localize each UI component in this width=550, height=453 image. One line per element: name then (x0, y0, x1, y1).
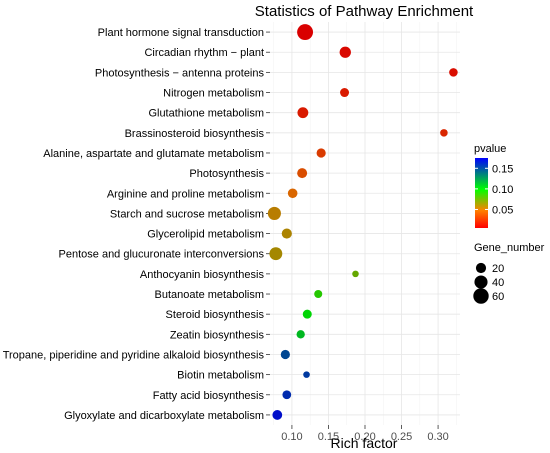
size-legend-label: 60 (492, 291, 504, 303)
pathway-point (352, 270, 359, 278)
pvalue-tick-label: 0.05 (492, 204, 513, 216)
x-axis-title: Rich factor (331, 435, 398, 451)
pathway-point (449, 68, 458, 77)
size-legend-label: 20 (492, 263, 504, 275)
pathway-point (303, 371, 310, 378)
gene-number-legend-title: Gene_number (474, 242, 545, 254)
x-tick-label: 0.20 (354, 431, 375, 443)
size-legend-dot (475, 262, 487, 274)
y-tick-label: Biotin metabolism (177, 370, 264, 382)
y-tick-label: Anthocyanin biosynthesis (140, 269, 265, 281)
pathway-point (302, 309, 312, 319)
y-tick-label: Plant hormone signal transduction (98, 27, 264, 39)
pathway-point (316, 148, 326, 158)
y-tick-label: Steroid biosynthesis (166, 309, 265, 321)
pathway-point (296, 330, 305, 339)
pathway-point (272, 410, 283, 420)
y-tick-label: Tropane, piperidine and pyridine alkaloi… (3, 349, 265, 361)
pvalue-legend: pvalue 0.15 0.10 0.05 (474, 143, 513, 228)
y-tick-label: Photosynthesis − antenna proteins (95, 67, 265, 79)
y-tick-label: Alanine, aspartate and glutamate metabol… (43, 148, 264, 160)
pathway-point (297, 168, 308, 179)
size-legend-dot (474, 275, 488, 289)
pathway-point (339, 46, 351, 58)
pathway-point (281, 228, 292, 239)
pathway-point (287, 188, 298, 199)
y-tick-label: Nitrogen metabolism (163, 88, 264, 100)
pathway-point (340, 88, 350, 98)
pathway-point (267, 206, 281, 220)
pvalue-colorbar (475, 158, 488, 228)
x-tick-label: 0.30 (427, 431, 448, 443)
x-axis: 0.10 0.15 0.20 0.25 0.30 (281, 425, 449, 443)
y-tick-label: Glutathione metabolism (148, 108, 264, 120)
pvalue-tick-label: 0.10 (492, 184, 513, 196)
x-tick-label: 0.15 (318, 431, 339, 443)
y-axis: Plant hormone signal transduction Circadi… (3, 27, 270, 422)
pvalue-tick-label: 0.15 (492, 163, 513, 175)
x-tick-label: 0.25 (391, 431, 412, 443)
y-tick-label: Arginine and proline metabolism (107, 188, 264, 200)
points (267, 24, 458, 420)
y-tick-label: Butanoate metabolism (155, 289, 264, 301)
y-tick-label: Circadian rhythm − plant (144, 47, 264, 59)
gene-number-legend: Gene_number 20 40 60 (473, 242, 545, 304)
pathway-point (269, 247, 283, 261)
pathway-point (297, 107, 309, 119)
pathway-point (314, 289, 323, 299)
pathway-point (280, 349, 290, 360)
pathway-point (282, 390, 292, 400)
pvalue-legend-title: pvalue (474, 143, 506, 155)
y-tick-label: Glycerolipid metabolism (147, 229, 264, 241)
y-tick-label: Glyoxylate and dicarboxylate metabolism (64, 410, 264, 422)
y-tick-label: Zeatin biosynthesis (170, 329, 265, 341)
chart-title: Statistics of Pathway Enrichment (255, 3, 474, 20)
y-tick-label: Brassinosteroid biosynthesis (125, 128, 265, 140)
pathway-point (297, 24, 314, 41)
pathway-point (440, 129, 448, 137)
y-tick-label: Fatty acid biosynthesis (153, 390, 265, 402)
size-legend-label: 40 (492, 277, 504, 289)
y-tick-label: Photosynthesis (189, 168, 264, 180)
y-tick-label: Starch and sucrose metabolism (110, 208, 264, 220)
size-legend-dot (473, 288, 489, 304)
x-tick-label: 0.10 (281, 431, 302, 443)
y-tick-label: Pentose and glucuronate interconversions (59, 249, 265, 261)
